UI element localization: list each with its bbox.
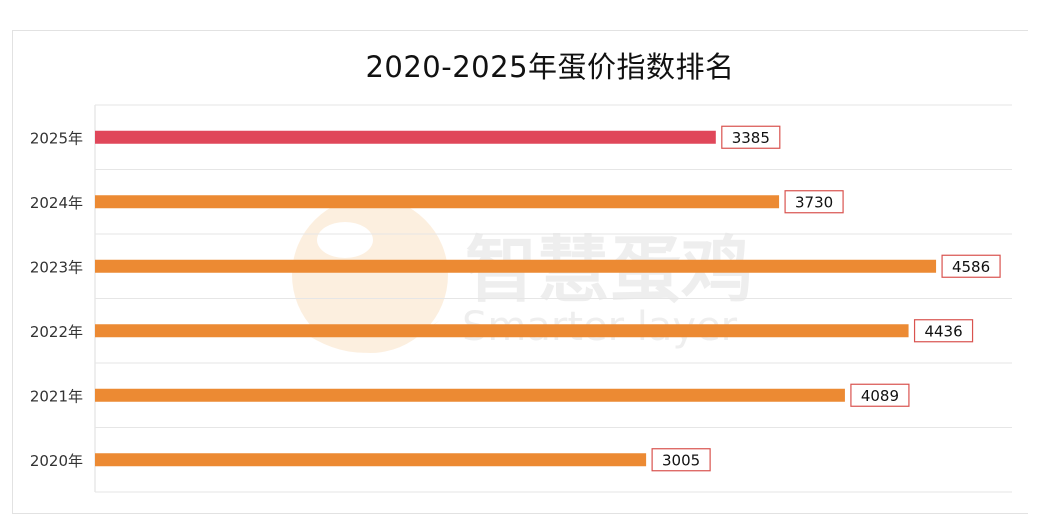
- chicken-logo-icon: [292, 197, 448, 353]
- bar: [95, 259, 937, 273]
- bar: [95, 453, 647, 467]
- data-label-box: [784, 190, 844, 214]
- bar: [95, 324, 909, 338]
- category-label: 2020年: [30, 452, 83, 470]
- data-label: 4436: [924, 322, 962, 340]
- data-label: 4089: [861, 387, 899, 405]
- data-label: 3005: [662, 451, 700, 469]
- category-label: 2025年: [30, 129, 83, 147]
- data-label-box: [941, 254, 1001, 278]
- category-label: 2024年: [30, 194, 83, 212]
- data-label: 3385: [732, 129, 770, 147]
- category-label: 2022年: [30, 323, 83, 341]
- category-label: 2021年: [30, 387, 83, 405]
- data-label: 4586: [952, 258, 990, 276]
- data-label: 3730: [795, 193, 833, 211]
- data-label-box: [651, 448, 711, 472]
- plot-area: 2025年 3385 2024年 3730 2023年 4586 2022年 4436 2021…: [30, 104, 1012, 493]
- bar: [95, 195, 780, 209]
- chart-frame: [12, 30, 1028, 514]
- data-label-box: [913, 319, 974, 343]
- category-label: 2023年: [30, 258, 83, 276]
- data-label-box: [721, 125, 781, 149]
- data-label-box: [850, 383, 910, 407]
- chart-title: 2020-2025年蛋价指数排名: [365, 50, 735, 84]
- bar: [95, 388, 845, 402]
- bar: [95, 130, 716, 144]
